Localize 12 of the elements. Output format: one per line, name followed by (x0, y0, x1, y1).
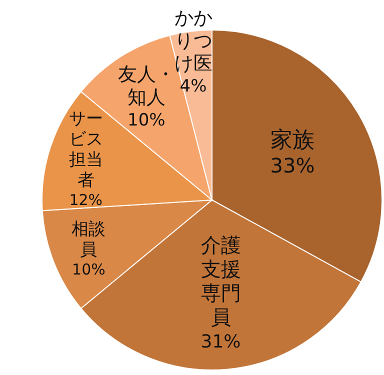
slice-label: 家族 (270, 128, 314, 153)
data-label: 12% (69, 191, 103, 210)
data-label: 10% (128, 110, 166, 130)
slice-label: 友人・知人 (118, 64, 175, 108)
slice-label: 介護支援専門員 (200, 233, 241, 330)
data-label: 33% (270, 154, 315, 178)
slice-label: サービス担当者 (68, 109, 103, 190)
slice-label: かかりつけ医 (174, 7, 212, 75)
slice-label: 相談員 (72, 219, 106, 260)
data-label: 10% (72, 260, 106, 278)
data-label: 31% (200, 331, 241, 352)
data-label: 4% (180, 76, 207, 97)
